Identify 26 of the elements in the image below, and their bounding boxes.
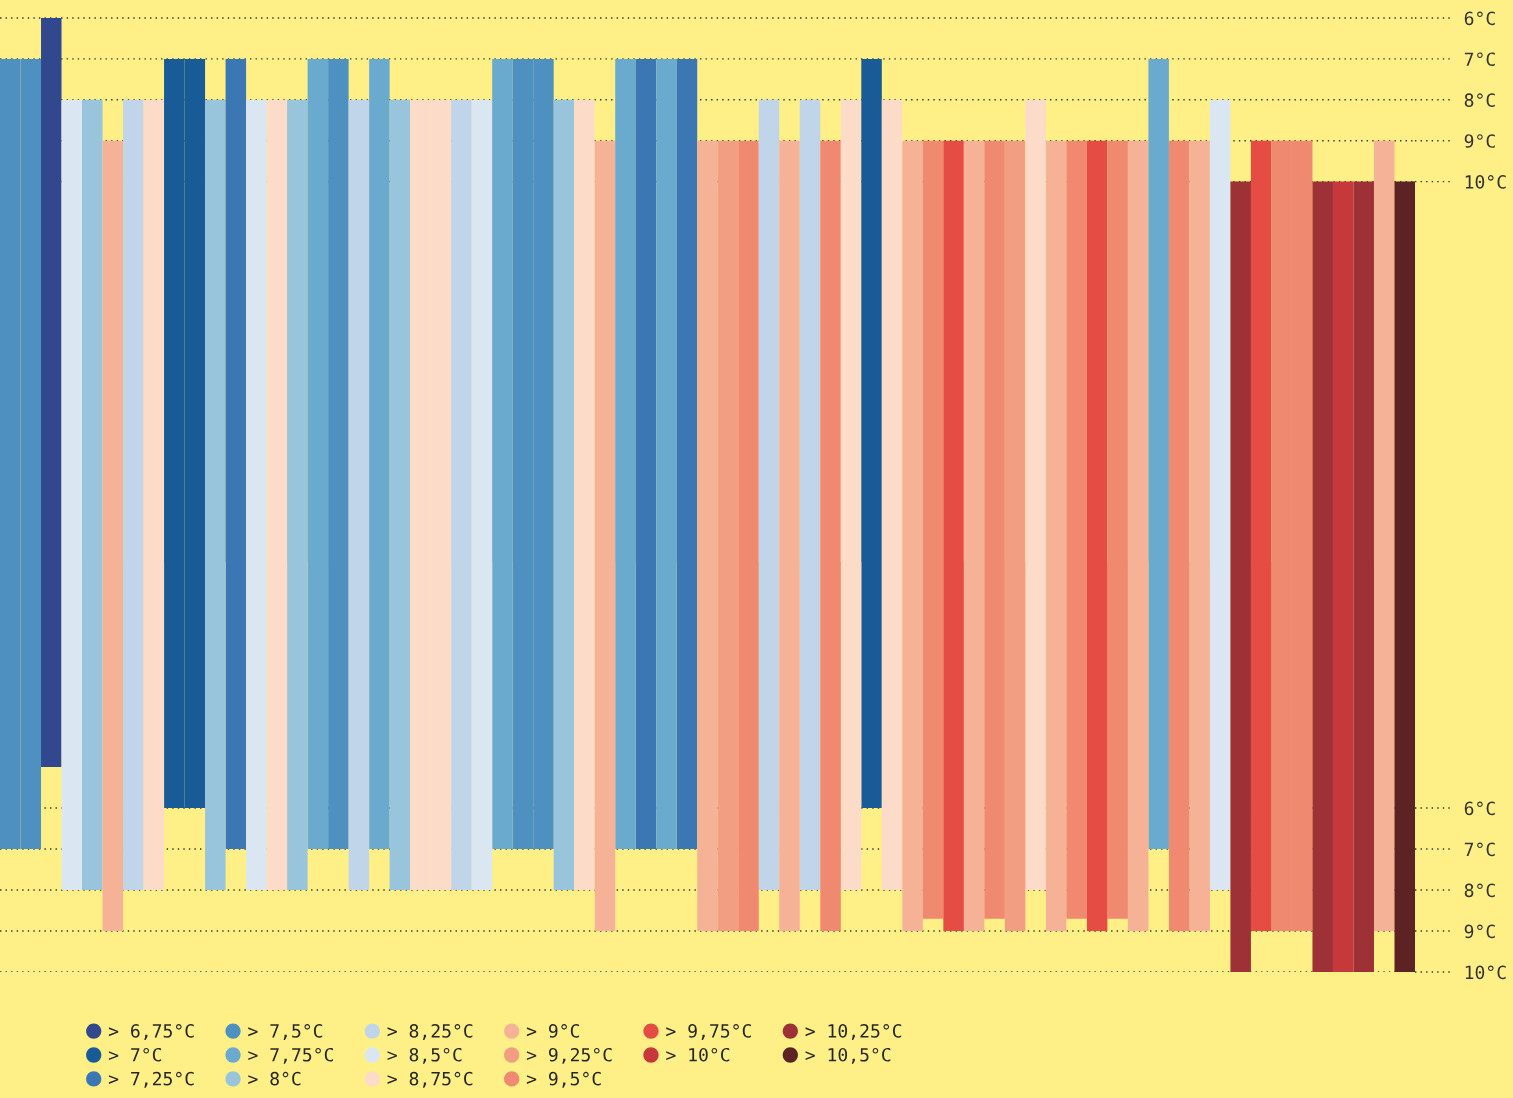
- y-tick-label: 8°C: [1464, 883, 1495, 898]
- legend-label: > 7,25°C: [108, 1071, 194, 1088]
- y-tick-label: 9°C: [1464, 924, 1495, 939]
- y-tick-label: 6°C: [1464, 11, 1495, 26]
- legend-label: > 10,25°C: [805, 1024, 902, 1040]
- y-tick-label: 7°C: [1464, 842, 1495, 857]
- legend-label: > 9,5°C: [526, 1071, 601, 1088]
- legend-label: > 9,75°C: [666, 1024, 751, 1040]
- legend-label: > 8°C: [248, 1071, 301, 1086]
- legend-label: > 10°C: [666, 1047, 730, 1062]
- legend-label: > 9°C: [526, 1024, 580, 1038]
- y-tick-label: 10°C: [1465, 175, 1506, 189]
- legend-label: > 10,5°C: [805, 1047, 891, 1064]
- legend-label: > 8,25°C: [387, 1024, 473, 1040]
- y-tick-label: 10°C: [1465, 965, 1506, 980]
- legend-label: > 8,75°C: [387, 1071, 473, 1088]
- legend-label: > 6,75°C: [108, 1024, 194, 1040]
- legend-label: > 8,5°C: [387, 1047, 462, 1064]
- y-tick-label: 9°C: [1464, 134, 1495, 148]
- y-tick-label: 7°C: [1464, 52, 1495, 67]
- y-tick-label: 8°C: [1464, 93, 1495, 107]
- legend-label: > 9,25°C: [526, 1047, 612, 1064]
- legend-label: > 7°C: [108, 1047, 162, 1062]
- legend-label: > 7,75°C: [248, 1047, 334, 1064]
- y-tick-label: 6°C: [1464, 801, 1495, 816]
- legend-label: > 7,5°C: [248, 1024, 323, 1040]
